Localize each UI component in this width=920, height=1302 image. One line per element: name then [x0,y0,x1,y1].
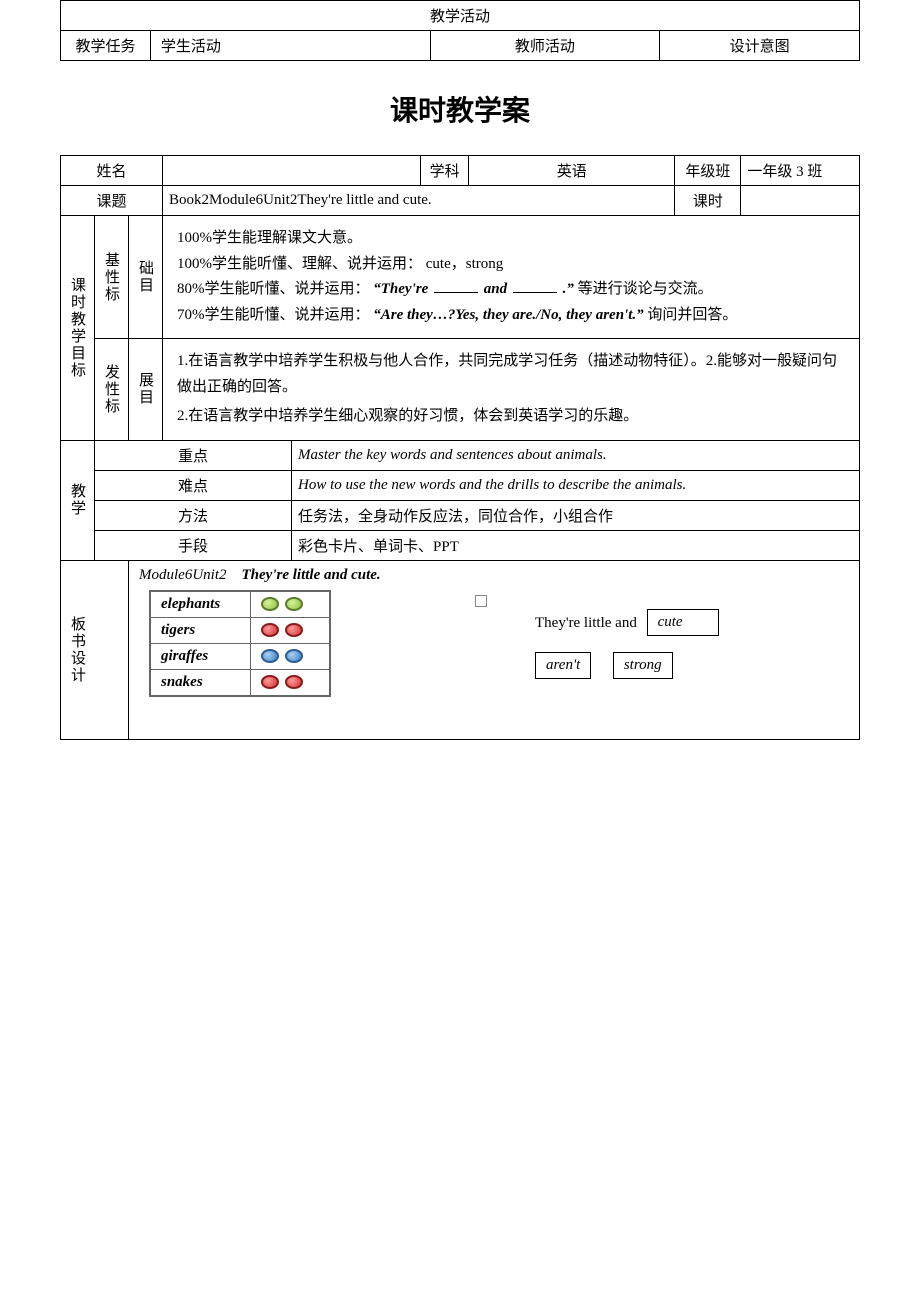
teach-row-0-content: Master the key words and sentences about… [292,440,860,470]
sentence-group: They're little and cute aren't strong [535,609,719,679]
animal-dots [250,591,330,618]
dot-icon [285,675,303,689]
teach-row-1-label: 难点 [95,470,292,500]
teach-row-3-label: 手段 [95,530,292,560]
top-col-0: 教学任务 [61,31,151,61]
top-col-1: 学生活动 [150,31,430,61]
topic-value: Book2Module6Unit2They're little and cute… [163,186,675,216]
animal-name: snakes [150,669,250,696]
teach-row-0-label: 重点 [95,440,292,470]
wordbox-arent: aren't [535,652,591,679]
dev-l2: 展目 [129,339,163,441]
dev-goals-text: 1.在语言教学中培养学生积极与他人合作，共同完成学习任务（描述动物特征）。2.能… [163,339,860,441]
dot-icon [285,649,303,663]
animal-name: elephants [150,591,250,618]
top-table-title: 教学活动 [61,1,860,31]
teach-row-2-content: 任务法，全身动作反应法，同位合作，小组合作 [292,500,860,530]
animal-table: elephantstigersgiraffessnakes [149,590,331,697]
lesson-plan-table: 姓名 学科 英语 年级班 一年级 3 班 课题 Book2Module6Unit… [60,155,860,740]
subject-value: 英语 [469,156,675,186]
class-label: 年级班 [675,156,741,186]
dev-l1: 发性标 [95,339,129,441]
dot-icon [261,649,279,663]
top-col-3: 设计意图 [660,31,860,61]
period-value [741,186,860,216]
sentence-phrase: They're little and [535,609,637,632]
top-activity-table: 教学活动 教学任务 学生活动 教师活动 设计意图 [60,0,860,61]
dot-icon [285,623,303,637]
board-title-prefix: Module6Unit2 [139,567,227,583]
basic-l1: 基性标 [95,216,129,339]
teach-row-3-content: 彩色卡片、单词卡、PPT [292,530,860,560]
teach-row-2-label: 方法 [95,500,292,530]
teach-row-1-content: How to use the new words and the drills … [292,470,860,500]
board-design-cell: Module6Unit2 They're little and cute. el… [129,560,860,739]
board-title-main: They're little and cute. [242,567,381,583]
dot-icon [261,597,279,611]
dot-icon [261,675,279,689]
animal-name: giraffes [150,643,250,669]
dot-icon [261,623,279,637]
name-label: 姓名 [61,156,163,186]
top-col-2: 教师活动 [430,31,660,61]
basic-goals-text: 100%学生能理解课文大意。 100%学生能听懂、理解、说并运用： cute，s… [163,216,860,339]
wordbox-strong: strong [613,652,673,679]
period-label: 课时 [675,186,741,216]
topic-label: 课题 [61,186,163,216]
animal-dots [250,669,330,696]
name-value [163,156,421,186]
dot-icon [285,597,303,611]
animal-dots [250,643,330,669]
class-value: 一年级 3 班 [741,156,860,186]
board-side-label: 板书设计 [61,560,129,739]
teach-side-label: 教学 [61,440,95,560]
checkbox-icon [475,595,487,607]
animal-dots [250,617,330,643]
animal-name: tigers [150,617,250,643]
page-title: 课时教学案 [0,89,920,129]
subject-label: 学科 [421,156,469,186]
goals-side-label: 课时教学目标 [61,216,95,441]
basic-l2: 础目 [129,216,163,339]
wordbox-cute: cute [647,609,719,636]
